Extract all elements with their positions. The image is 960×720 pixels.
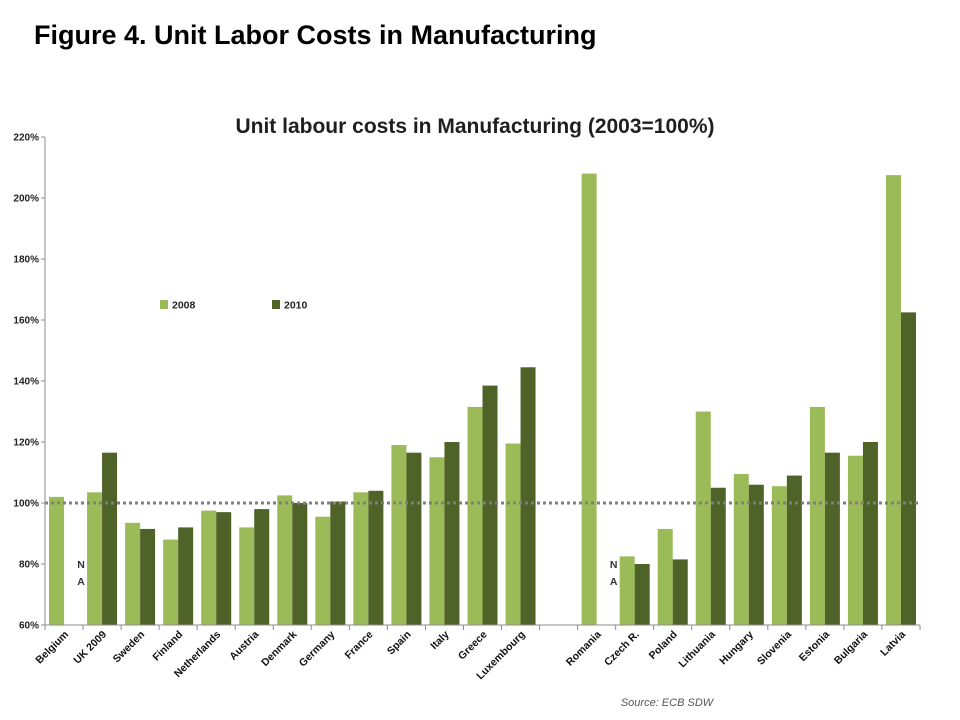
legend-swatch-2010 — [272, 300, 280, 309]
x-category-label: Romania — [564, 629, 604, 669]
x-category-label: Slovenia — [755, 629, 794, 668]
bar-2008-luxembourg — [505, 443, 521, 625]
legend-label-2008: 2008 — [172, 300, 196, 312]
bar-2008-uk-2009 — [87, 492, 103, 625]
x-category-label: Estonia — [797, 629, 832, 664]
bar-2008-czech-r- — [619, 556, 635, 625]
x-category-label: Belgium — [33, 629, 71, 667]
bar-2008-italy — [429, 457, 445, 625]
chart-title: Unit labour costs in Manufacturing (2003… — [235, 115, 714, 138]
bar-2008-netherlands — [201, 510, 217, 625]
bar-2008-bulgaria — [847, 455, 863, 625]
bar-2008-austria — [239, 527, 255, 625]
bar-2008-finland — [163, 539, 179, 625]
x-category-label: UK 2009 — [71, 629, 109, 667]
bar-2010-poland — [672, 559, 688, 625]
bar-2008-romania — [581, 173, 597, 625]
x-category-label: Germany — [297, 629, 338, 670]
bar-2008-belgium — [49, 496, 65, 625]
bar-2010-italy — [444, 442, 460, 625]
na-annotation: N — [610, 559, 618, 571]
x-category-label: France — [343, 629, 376, 662]
bar-2008-greece — [467, 406, 483, 625]
x-category-label: Czech R. — [602, 629, 642, 669]
bar-2008-germany — [315, 516, 331, 625]
x-category-label: Finland — [150, 629, 185, 664]
x-category-label: Lithuania — [676, 629, 718, 671]
y-tick-label: 180% — [13, 255, 39, 266]
y-tick-label: 60% — [19, 621, 39, 632]
x-category-label: Austria — [227, 629, 261, 663]
bar-2010-france — [368, 490, 384, 625]
na-annotation: A — [610, 576, 618, 588]
bar-2010-latvia — [900, 312, 916, 625]
x-category-label: Italy — [428, 629, 451, 652]
y-tick-label: 220% — [13, 133, 39, 144]
bar-2010-denmark — [292, 503, 308, 625]
x-category-label: Denmark — [259, 629, 299, 669]
x-category-label: Spain — [385, 629, 414, 658]
bar-2008-hungary — [733, 474, 749, 625]
source-note: Source: ECB SDW — [621, 697, 715, 709]
y-tick-label: 120% — [13, 438, 39, 449]
bar-2010-finland — [178, 527, 194, 625]
bar-2008-france — [353, 492, 369, 625]
bar-2008-poland — [657, 528, 673, 625]
bar-2010-sweden — [140, 528, 156, 625]
na-annotation: N — [77, 559, 85, 571]
page-title: Figure 4. Unit Labor Costs in Manufactur… — [34, 20, 597, 50]
bar-2008-spain — [391, 445, 407, 625]
na-annotation: A — [77, 576, 85, 588]
bar-2010-slovenia — [786, 475, 802, 625]
bar-2008-latvia — [885, 175, 901, 625]
bar-2010-uk-2009 — [102, 452, 118, 625]
bar-2008-sweden — [125, 522, 141, 625]
x-category-label: Bulgaria — [832, 629, 870, 667]
bar-2010-netherlands — [216, 512, 232, 625]
x-category-label: Sweden — [111, 629, 148, 666]
bar-2010-bulgaria — [862, 442, 878, 625]
bar-2010-greece — [482, 385, 498, 625]
bar-2008-estonia — [809, 406, 825, 625]
y-tick-label: 100% — [13, 499, 39, 510]
bar-2010-germany — [330, 501, 346, 625]
bar-2010-austria — [254, 509, 270, 625]
y-tick-label: 140% — [13, 377, 39, 388]
bar-2008-lithuania — [695, 411, 711, 625]
bar-2010-estonia — [824, 452, 840, 625]
legend: 2008 2010 — [160, 300, 308, 312]
x-category-label: Greece — [456, 629, 490, 663]
y-tick-label: 200% — [13, 194, 39, 205]
x-category-label: Poland — [647, 629, 680, 662]
y-tick-label: 160% — [13, 316, 39, 327]
bar-2010-lithuania — [710, 487, 726, 625]
bars-layer — [49, 173, 916, 625]
bar-2008-slovenia — [771, 486, 787, 625]
bar-2010-spain — [406, 452, 422, 625]
y-tick-label: 80% — [19, 560, 39, 571]
bar-2010-luxembourg — [520, 367, 536, 625]
x-category-label: Latvia — [878, 629, 908, 659]
legend-label-2010: 2010 — [284, 300, 308, 312]
x-category-label: Hungary — [717, 629, 756, 668]
bar-2010-czech-r- — [634, 564, 650, 625]
bar-2010-hungary — [748, 484, 764, 625]
legend-swatch-2008 — [160, 300, 168, 309]
bar-2008-denmark — [277, 495, 293, 625]
